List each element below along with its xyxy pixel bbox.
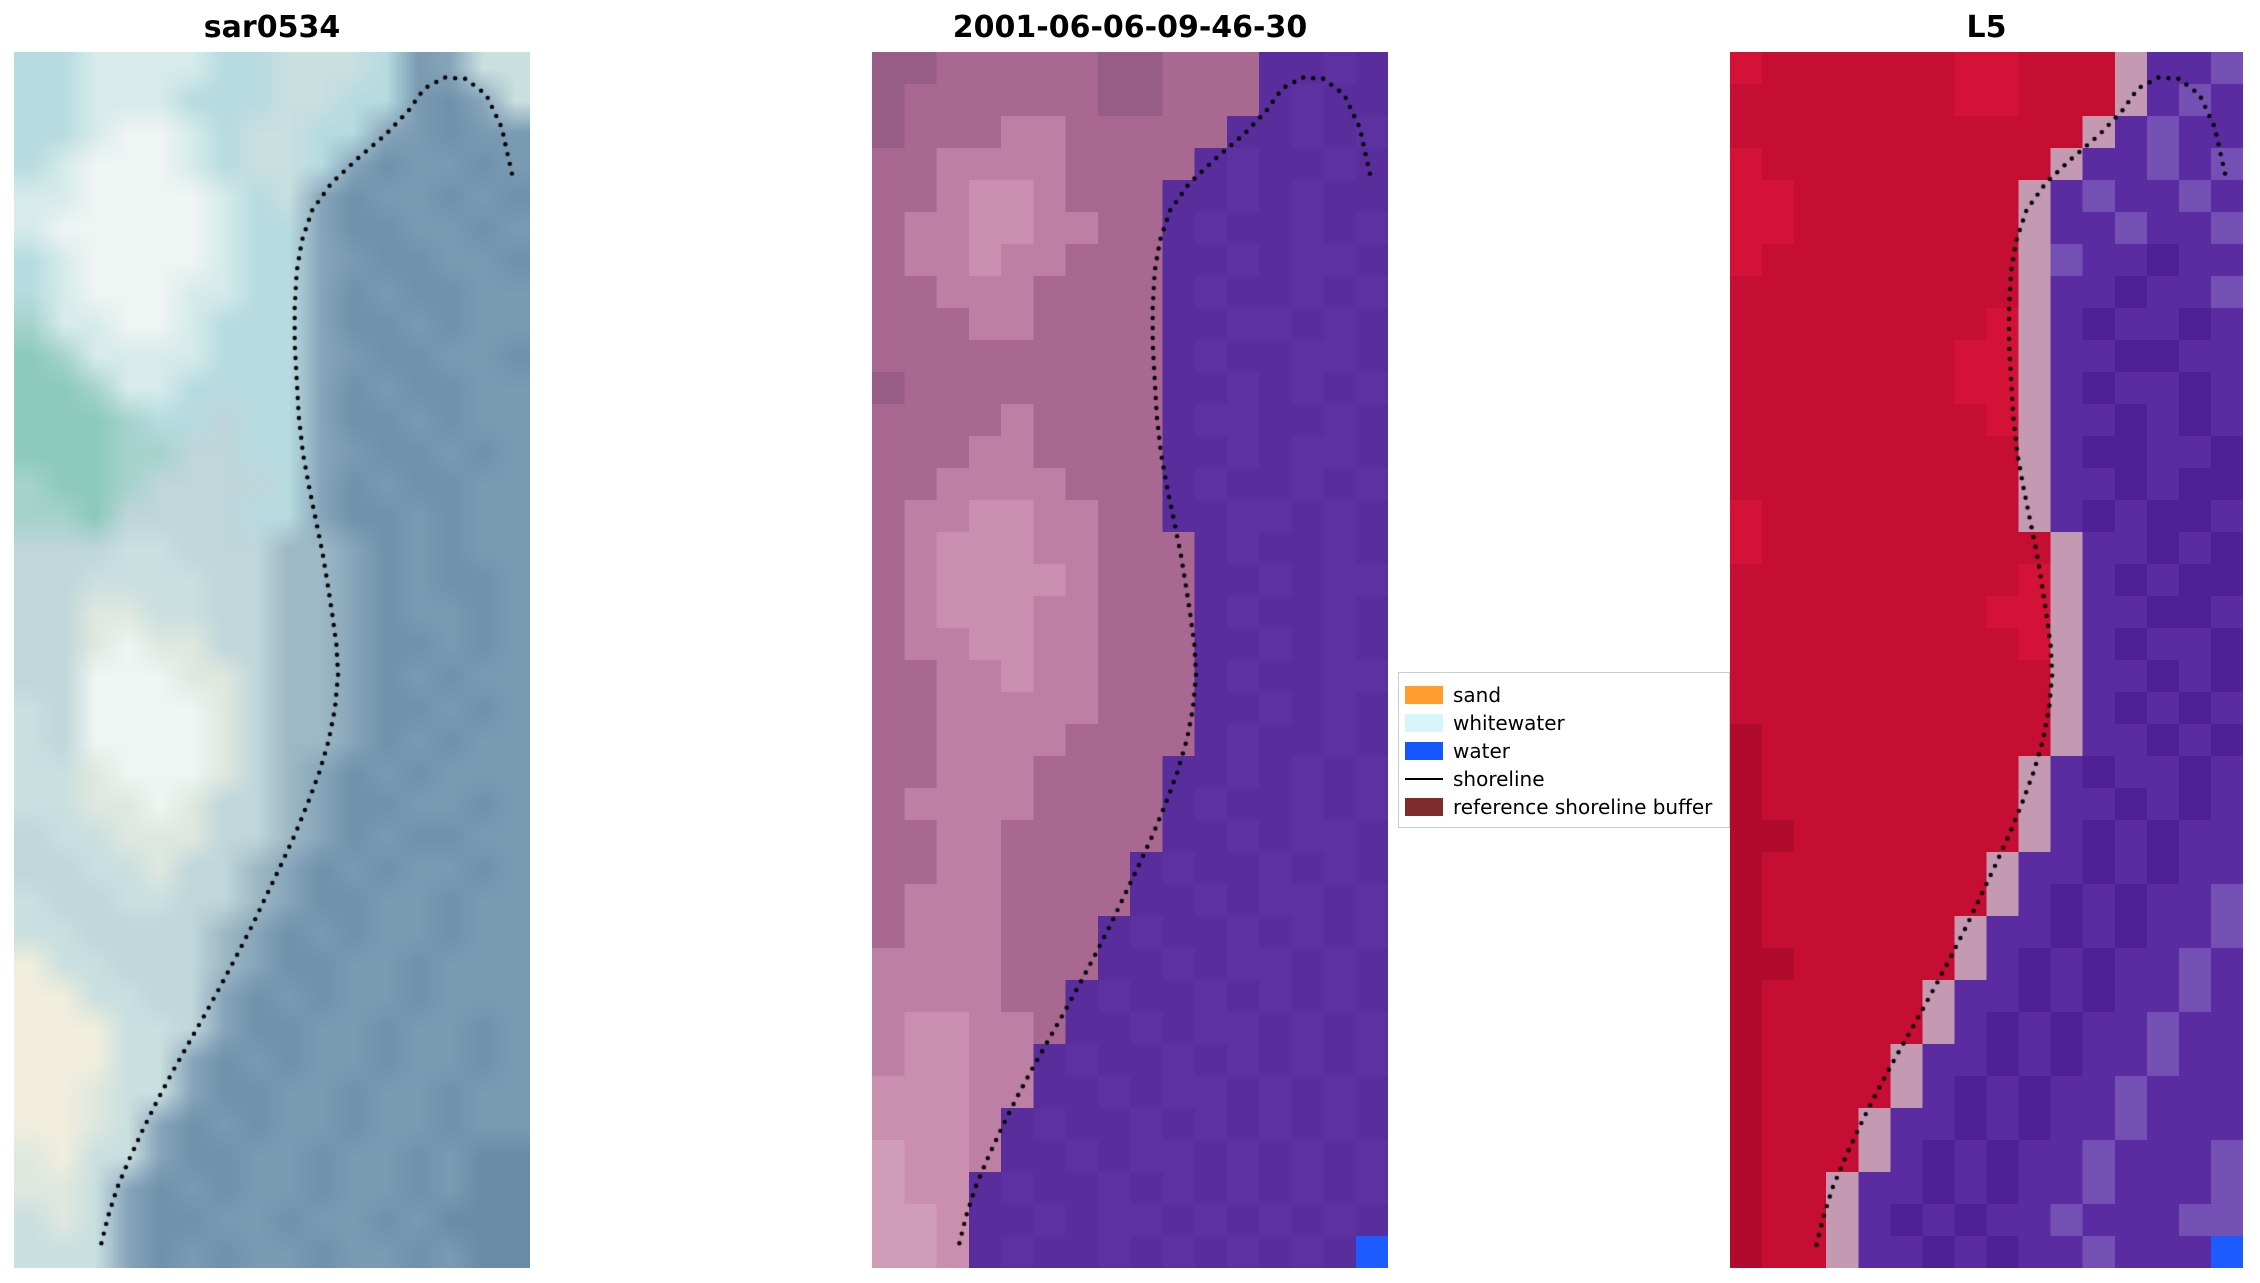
legend-item-reference-shoreline-buffer: reference shoreline buffer <box>1405 793 1723 821</box>
legend-label: water <box>1453 739 1510 763</box>
water-color-swatch <box>1405 742 1443 760</box>
legend-label: reference shoreline buffer <box>1453 795 1713 819</box>
legend-item-water: water <box>1405 737 1723 765</box>
panel-l5-image <box>1730 52 2243 1268</box>
panel-title-date: 2001-06-06-09-46-30 <box>952 10 1308 45</box>
sar-shoreline-overlay <box>14 52 530 1268</box>
panel-classified-image <box>872 52 1388 1268</box>
panel-title-l5: L5 <box>1966 10 2007 45</box>
panel-title-sar: sar0534 <box>203 10 341 45</box>
whitewater-color-swatch <box>1405 714 1443 732</box>
sand-color-swatch <box>1405 686 1443 704</box>
legend: sand whitewater water shoreline reference sh… <box>1398 672 1730 828</box>
l5-shoreline-overlay <box>1730 52 2243 1268</box>
reference-shoreline-buffer-color-swatch <box>1405 798 1443 816</box>
classified-shoreline-overlay <box>872 52 1388 1268</box>
legend-items: sand whitewater water shoreline reference sh… <box>1405 681 1723 821</box>
legend-label: whitewater <box>1453 711 1565 735</box>
legend-item-shoreline: shoreline <box>1405 765 1723 793</box>
legend-item-whitewater: whitewater <box>1405 709 1723 737</box>
legend-label: shoreline <box>1453 767 1545 791</box>
panel-sar-image <box>14 52 530 1268</box>
legend-label: sand <box>1453 683 1502 707</box>
legend-item-sand: sand <box>1405 681 1723 709</box>
shoreline-line-swatch <box>1405 777 1443 781</box>
